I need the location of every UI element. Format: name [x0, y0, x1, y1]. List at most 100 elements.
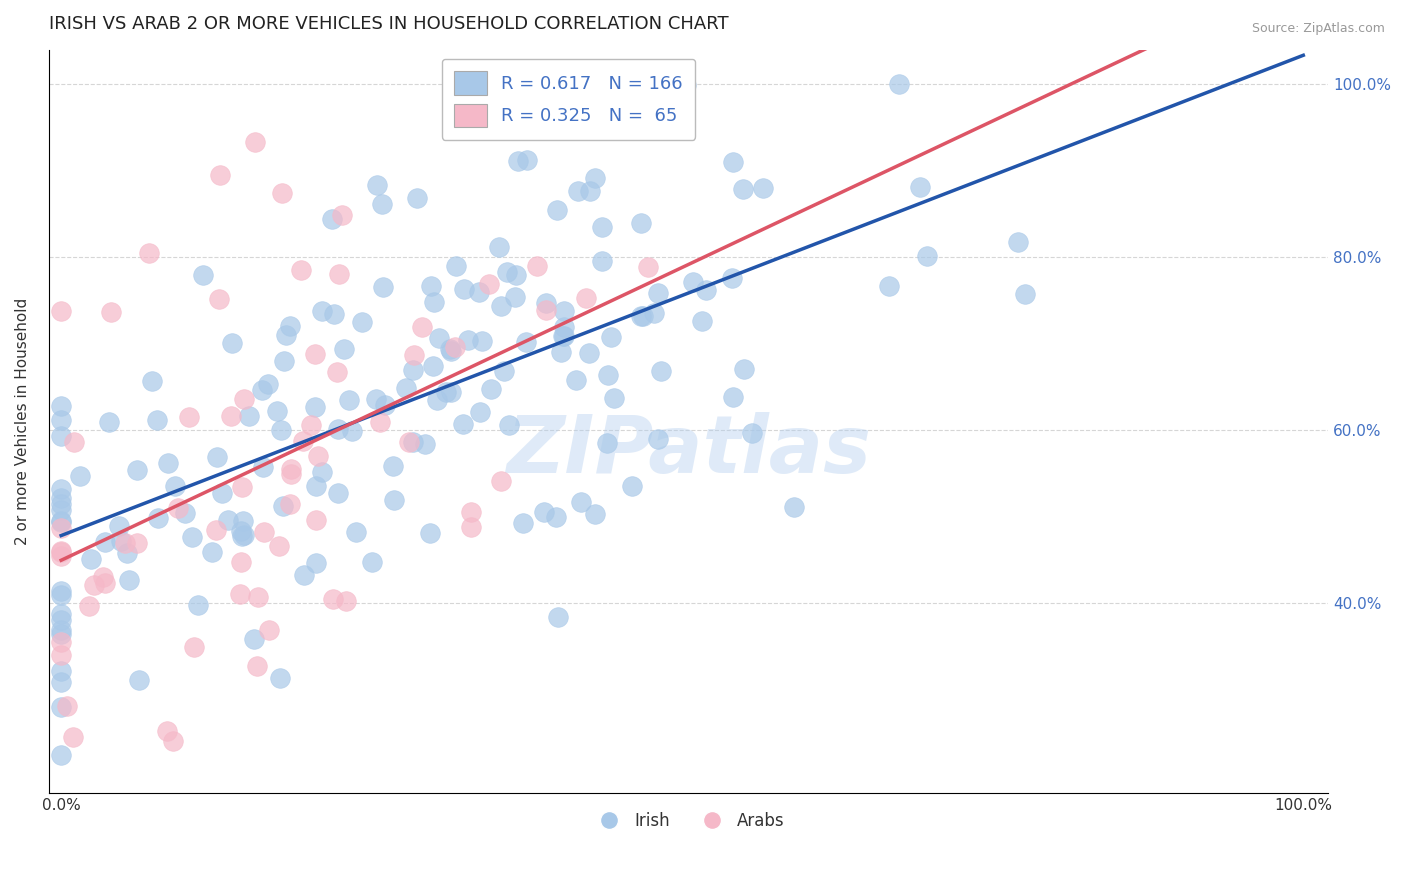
Point	[536, 303, 558, 318]
Point	[276, 328, 298, 343]
Point	[491, 474, 513, 488]
Point	[208, 168, 231, 182]
Point	[51, 623, 73, 637]
Point	[496, 265, 519, 279]
Point	[405, 191, 427, 205]
Point	[395, 380, 418, 394]
Point	[80, 552, 103, 566]
Point	[290, 262, 312, 277]
Point	[783, 500, 806, 515]
Point	[278, 497, 301, 511]
Point	[51, 514, 73, 528]
Point	[232, 514, 254, 528]
Point	[630, 216, 652, 230]
Point	[468, 405, 491, 419]
Point	[498, 417, 520, 432]
Point	[630, 310, 652, 324]
Point	[243, 632, 266, 646]
Point	[591, 220, 613, 235]
Point	[51, 544, 73, 558]
Point	[280, 467, 302, 481]
Point	[434, 384, 457, 399]
Point	[217, 513, 239, 527]
Point	[305, 479, 328, 493]
Point	[162, 734, 184, 748]
Point	[479, 382, 502, 396]
Point	[231, 529, 253, 543]
Point	[344, 524, 367, 539]
Point	[650, 363, 672, 377]
Point	[486, 78, 509, 92]
Point	[51, 399, 73, 413]
Point	[270, 423, 292, 437]
Point	[238, 409, 260, 423]
Point	[125, 463, 148, 477]
Point	[51, 588, 73, 602]
Point	[419, 525, 441, 540]
Point	[323, 307, 346, 321]
Point	[489, 299, 512, 313]
Y-axis label: 2 or more Vehicles in Household: 2 or more Vehicles in Household	[15, 298, 30, 545]
Point	[361, 555, 384, 569]
Point	[232, 527, 254, 541]
Point	[583, 171, 606, 186]
Point	[402, 434, 425, 449]
Point	[51, 607, 73, 622]
Point	[51, 515, 73, 529]
Point	[51, 675, 73, 690]
Point	[278, 319, 301, 334]
Point	[733, 362, 755, 376]
Point	[505, 268, 527, 283]
Point	[219, 409, 242, 424]
Point	[231, 480, 253, 494]
Point	[404, 348, 426, 362]
Point	[51, 627, 73, 641]
Point	[419, 279, 441, 293]
Point	[305, 556, 328, 570]
Point	[191, 268, 214, 282]
Point	[51, 613, 73, 627]
Point	[335, 594, 357, 608]
Point	[167, 501, 190, 516]
Point	[305, 513, 328, 527]
Point	[208, 292, 231, 306]
Text: ZIPatlas: ZIPatlas	[506, 412, 870, 490]
Point	[621, 479, 644, 493]
Point	[91, 570, 114, 584]
Point	[731, 182, 754, 196]
Point	[478, 277, 501, 291]
Point	[51, 544, 73, 558]
Point	[326, 365, 349, 379]
Point	[368, 415, 391, 429]
Point	[330, 208, 353, 222]
Point	[591, 254, 613, 268]
Point	[107, 518, 129, 533]
Point	[157, 456, 180, 470]
Point	[114, 536, 136, 550]
Point	[229, 555, 252, 569]
Point	[156, 724, 179, 739]
Point	[267, 539, 290, 553]
Point	[246, 658, 269, 673]
Point	[62, 730, 84, 744]
Point	[187, 599, 209, 613]
Point	[253, 524, 276, 539]
Point	[366, 178, 388, 192]
Point	[328, 268, 350, 282]
Point	[63, 435, 86, 450]
Point	[55, 699, 77, 714]
Point	[695, 283, 717, 297]
Point	[426, 393, 449, 408]
Point	[307, 449, 329, 463]
Point	[273, 353, 295, 368]
Point	[382, 492, 405, 507]
Point	[460, 505, 482, 519]
Point	[51, 748, 73, 763]
Point	[179, 410, 201, 425]
Point	[915, 249, 938, 263]
Point	[503, 290, 526, 304]
Point	[291, 434, 314, 448]
Point	[515, 153, 537, 168]
Point	[51, 491, 73, 506]
Point	[565, 373, 588, 387]
